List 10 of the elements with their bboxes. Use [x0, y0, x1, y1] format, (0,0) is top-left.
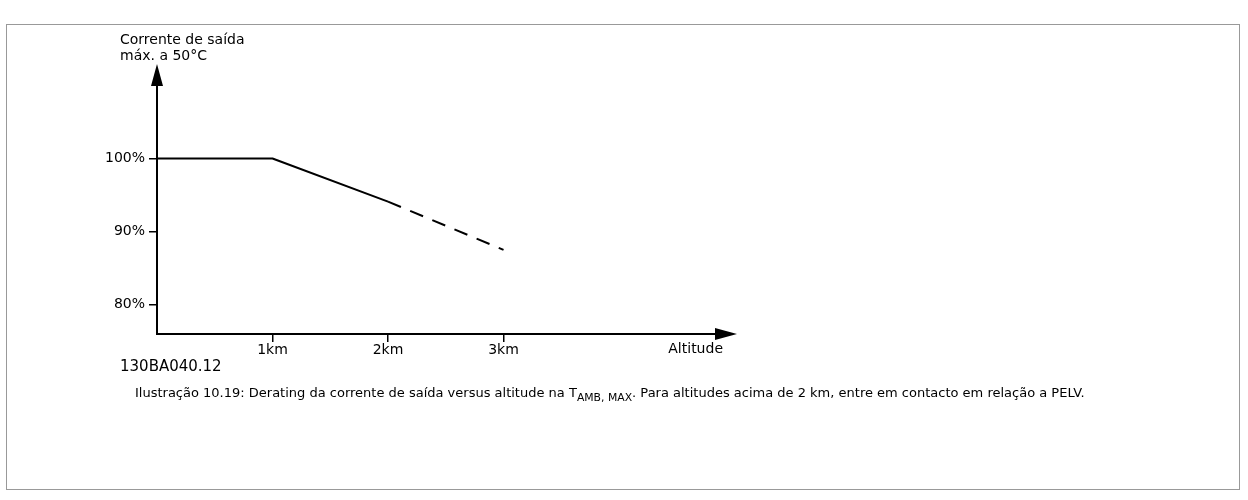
y-tick-label: 90% — [113, 222, 145, 239]
text: 130BA040.12 — [120, 357, 222, 375]
x-tick-label: 1km — [257, 341, 288, 358]
text: Ilustração 10.19: Derating da corrente de saída versus altitude na T$_{AMB, MAX}$. Para altitudes acima de 2 km, entre em contacto em relação a PELV. — [135, 384, 1086, 406]
x-axis-title: Altitude — [668, 339, 723, 356]
y-tick-label: 100% — [104, 149, 145, 166]
x-tick-label: 3km — [488, 341, 519, 358]
x-tick-label: 2km — [372, 341, 404, 358]
y-tick-label: 80% — [113, 295, 145, 312]
y-axis-title: Corrente de saída máx. a 50°C — [120, 31, 245, 63]
